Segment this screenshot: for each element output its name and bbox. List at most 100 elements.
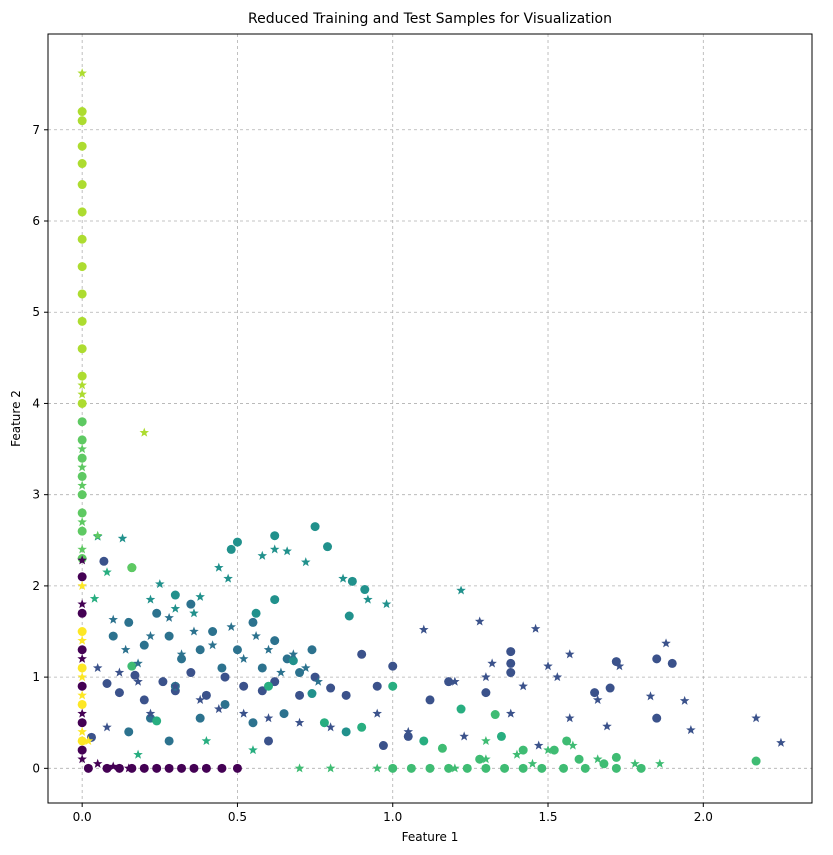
data-point-circle: [264, 736, 274, 746]
data-point-circle: [77, 663, 87, 673]
data-point-circle: [77, 435, 87, 445]
x-tick-label: 0.0: [73, 810, 92, 824]
data-point-star: [294, 763, 305, 773]
data-point-star: [301, 557, 311, 567]
data-point-circle: [344, 611, 354, 621]
data-point-star: [145, 594, 156, 604]
data-point-circle: [99, 556, 109, 566]
data-point-star: [543, 745, 553, 755]
data-point-circle: [77, 398, 87, 408]
data-point-star: [77, 555, 87, 565]
data-point-circle: [77, 107, 87, 117]
data-point-circle: [288, 656, 298, 666]
data-point-star: [251, 631, 261, 641]
data-point-circle: [77, 608, 87, 618]
data-point-star: [487, 658, 497, 668]
data-point-star: [450, 676, 460, 686]
data-point-star: [195, 694, 205, 704]
data-point-circle: [189, 763, 199, 773]
data-point-circle: [270, 595, 280, 605]
data-point-circle: [77, 289, 87, 299]
data-point-star: [459, 731, 469, 741]
data-point-star: [114, 667, 125, 677]
data-point-circle: [124, 617, 134, 627]
data-point-circle: [388, 681, 398, 691]
data-point-star: [155, 579, 165, 589]
data-point-star: [226, 621, 236, 631]
data-point-circle: [232, 645, 242, 655]
data-point-star: [77, 754, 87, 764]
data-point-star: [120, 644, 131, 654]
data-point-star: [450, 763, 460, 773]
data-point-star: [170, 681, 181, 691]
data-point-star: [263, 644, 274, 654]
data-points: [77, 68, 786, 773]
data-point-circle: [186, 668, 196, 678]
data-point-star: [257, 550, 268, 560]
data-point-star: [123, 763, 134, 773]
data-point-circle: [506, 658, 516, 668]
data-point-star: [512, 749, 522, 759]
data-point-circle: [77, 262, 87, 272]
data-point-circle: [77, 141, 87, 151]
data-point-circle: [270, 636, 280, 646]
data-point-circle: [186, 599, 196, 609]
data-point-circle: [83, 763, 93, 773]
data-point-circle: [239, 681, 249, 691]
y-axis-label: Feature 2: [9, 390, 23, 447]
data-point-circle: [264, 681, 274, 691]
y-tick-label: 0: [32, 761, 40, 775]
data-point-star: [363, 594, 373, 604]
data-point-star: [195, 591, 205, 601]
data-point-star: [602, 721, 612, 731]
data-point-circle: [77, 316, 87, 326]
data-point-circle: [195, 645, 205, 655]
data-point-circle: [158, 677, 168, 687]
data-point-star: [201, 735, 212, 746]
data-point-star: [139, 427, 150, 437]
data-point-circle: [152, 716, 162, 726]
data-point-circle: [605, 683, 615, 693]
data-point-star: [481, 672, 491, 682]
data-point-star: [77, 389, 87, 399]
data-point-star: [89, 593, 100, 603]
data-point-star: [77, 68, 87, 78]
y-tick-label: 4: [32, 396, 40, 410]
data-point-circle: [378, 741, 388, 751]
data-point-circle: [388, 763, 398, 773]
data-point-circle: [77, 699, 87, 709]
data-point-circle: [360, 585, 370, 595]
data-point-circle: [77, 745, 87, 755]
data-point-circle: [456, 704, 466, 714]
data-point-circle: [437, 743, 447, 753]
data-point-circle: [77, 180, 87, 190]
data-point-circle: [114, 763, 124, 773]
data-point-star: [133, 749, 143, 759]
data-point-circle: [127, 563, 137, 573]
data-point-circle: [574, 754, 584, 764]
data-point-circle: [248, 617, 258, 627]
data-point-star: [655, 758, 665, 768]
data-point-circle: [77, 508, 87, 518]
data-point-star: [474, 616, 485, 626]
data-point-star: [145, 631, 156, 641]
data-point-star: [481, 735, 491, 746]
data-point-circle: [310, 522, 320, 532]
data-point-circle: [130, 670, 140, 680]
data-point-circle: [77, 116, 87, 126]
data-point-star: [686, 725, 696, 735]
data-point-circle: [201, 763, 211, 773]
y-tick-label: 5: [32, 305, 40, 319]
data-point-star: [102, 722, 112, 732]
data-point-circle: [611, 763, 621, 773]
grid: [48, 34, 812, 803]
data-point-star: [92, 662, 103, 673]
data-point-circle: [425, 695, 435, 705]
data-point-star: [456, 585, 466, 595]
data-point-circle: [444, 763, 454, 773]
data-point-circle: [307, 689, 317, 699]
data-point-star: [189, 608, 199, 618]
data-point-star: [568, 740, 578, 750]
data-point-circle: [388, 661, 398, 671]
